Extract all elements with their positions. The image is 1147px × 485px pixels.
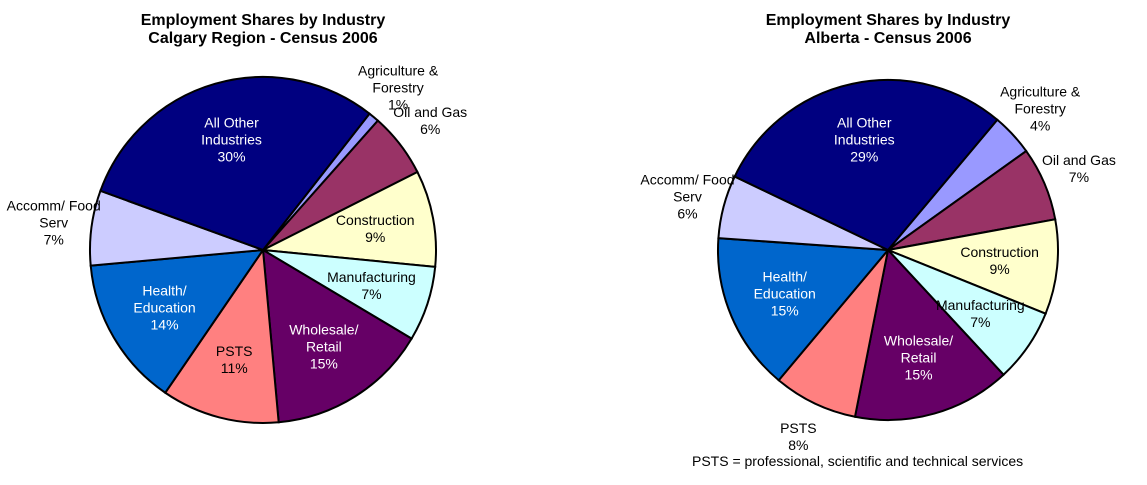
value-label: 6%: [677, 205, 698, 222]
value-label: 9%: [365, 228, 386, 245]
category-label: Oil and Gas: [393, 104, 468, 121]
pie-slice: [99, 76, 371, 252]
category-label: Construction: [335, 211, 415, 228]
slice-label: Oil and Gas 6%: [380, 104, 480, 138]
value-label: 15%: [904, 366, 933, 383]
value-label: 7%: [43, 231, 64, 248]
value-label: 9%: [989, 261, 1010, 278]
chart-subtitle: Calgary Region - Census 2006: [148, 30, 378, 47]
category-label: Wholesale/ Retail: [289, 321, 359, 355]
value-label: 7%: [361, 285, 382, 302]
value-label: 1%: [387, 96, 409, 113]
slice-label: Agriculture & Forestry 4%: [990, 84, 1090, 135]
value-label: 15%: [309, 355, 338, 372]
category-label: Wholesale/ Retail: [883, 332, 954, 366]
value-label: 30%: [217, 148, 246, 165]
slice-label: All Other Industries 29%: [814, 115, 914, 166]
category-label: All Other Industries: [833, 114, 895, 148]
category-label: Construction: [960, 244, 1039, 261]
slice-label: Health/ Education 14%: [115, 282, 215, 333]
slice-label: Accomm/ Food Serv 6%: [637, 172, 737, 223]
chart-title: Employment Shares by Industry: [765, 12, 1011, 29]
slice-label: Health/ Education 15%: [735, 268, 835, 319]
category-label: Health/ Education: [133, 282, 196, 316]
pie-slice: [884, 218, 1059, 315]
slice-label: Construction 9%: [325, 212, 425, 246]
value-label: 7%: [970, 313, 991, 330]
category-label: Accomm/ Food Serv: [640, 171, 735, 205]
category-label: PSTS: [215, 343, 253, 360]
footnote: PSTS = professional, scientific and tech…: [692, 453, 1024, 469]
value-label: 8%: [788, 437, 809, 454]
slice-label: PSTS 8%: [748, 420, 848, 454]
value-label: 6%: [420, 121, 441, 138]
slice-label: Construction 9%: [950, 244, 1050, 278]
category-label: Agriculture & Forestry: [358, 62, 439, 96]
value-label: 29%: [850, 148, 879, 165]
pie-slice: [261, 248, 413, 424]
slice-label: PSTS 11%: [184, 343, 284, 377]
value-label: 11%: [220, 360, 248, 377]
pie-slice: [163, 247, 280, 424]
slice-label: Manufacturing 7%: [321, 269, 421, 303]
category-label: PSTS: [780, 420, 817, 437]
value-label: 4%: [1030, 117, 1051, 134]
pie-slice: [717, 237, 891, 382]
value-label: 14%: [150, 316, 179, 333]
category-label: Oil and Gas: [1041, 151, 1116, 168]
chart-subtitle: Alberta - Census 2006: [804, 30, 972, 47]
slice-label: Wholesale/ Retail 15%: [274, 321, 374, 372]
slice-label: All Other Industries 30%: [182, 115, 282, 166]
slice-label: Agriculture & Forestry 1%: [348, 62, 448, 113]
category-label: Manufacturing: [935, 296, 1025, 313]
slice-label: Oil and Gas 7%: [1029, 152, 1129, 186]
pie-slice: [259, 170, 437, 268]
pie-slice: [89, 248, 266, 395]
chart-title: Employment Shares by Industry: [140, 12, 386, 29]
category-label: Accomm/ Food Serv: [6, 197, 101, 231]
slice-label: Wholesale/ Retail 15%: [869, 332, 969, 383]
slice-label: Manufacturing 7%: [930, 297, 1030, 331]
value-label: 7%: [1068, 168, 1090, 185]
slice-label: Accomm/ Food Serv 7%: [4, 197, 104, 248]
pie-slice: [853, 247, 1005, 421]
category-label: Manufacturing: [327, 268, 416, 285]
category-label: All Other Industries: [201, 114, 262, 148]
pie-slice: [733, 79, 999, 252]
category-label: Health/ Education: [753, 268, 816, 302]
value-label: 15%: [770, 302, 799, 319]
category-label: Agriculture & Forestry: [1000, 83, 1081, 117]
